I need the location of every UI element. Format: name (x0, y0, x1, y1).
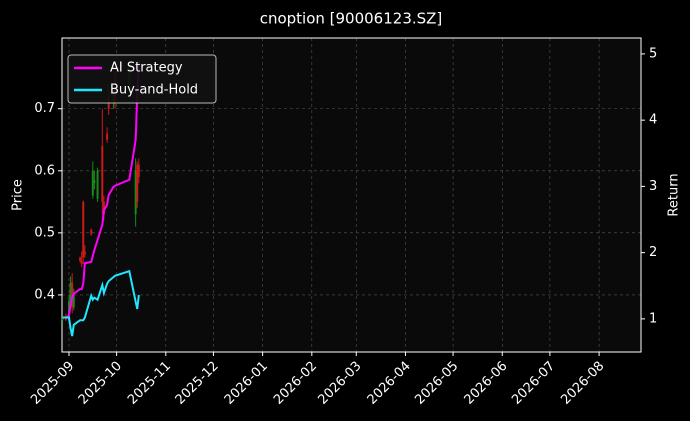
candle-body (93, 180, 96, 184)
candle-body (71, 282, 74, 308)
candle-body (90, 229, 93, 235)
line-series (62, 269, 140, 337)
candle-body (64, 318, 67, 320)
candle-body (83, 251, 86, 255)
candle-body (72, 294, 75, 308)
candle-body (134, 170, 137, 215)
legend-label: Buy-and-Hold (110, 83, 198, 98)
y-tick-label: 0.5 (34, 225, 55, 240)
y2-axis-label: Return (667, 173, 682, 216)
y2-tick-label: 2 (649, 245, 657, 260)
candle-body (101, 145, 104, 202)
candle-body (136, 164, 139, 202)
legend-box (67, 54, 217, 104)
candle-body (96, 170, 99, 199)
candle-body (102, 201, 105, 215)
candle-body (69, 282, 72, 302)
y2-tick-label: 3 (649, 179, 657, 194)
candle-body (79, 257, 82, 261)
line-series (62, 59, 140, 319)
candle-body (80, 260, 83, 264)
y-axis-label: Price (11, 179, 26, 211)
candle-body (137, 164, 140, 178)
candle-body (91, 170, 94, 196)
y2-tick-label: 4 (649, 113, 657, 128)
candle-body (106, 133, 109, 140)
legend-label: AI Strategy (110, 61, 183, 76)
chart-title: cnoption [90006123.SZ] (260, 10, 443, 28)
candle-body (61, 318, 64, 320)
y-tick-label: 0.4 (34, 287, 55, 302)
y2-tick-label: 1 (649, 311, 657, 326)
y-tick-label: 0.7 (34, 101, 55, 116)
plot-frame (61, 37, 642, 353)
y2-tick-label: 5 (649, 46, 657, 61)
y-tick-label: 0.6 (34, 163, 55, 178)
candle-body (82, 201, 85, 258)
